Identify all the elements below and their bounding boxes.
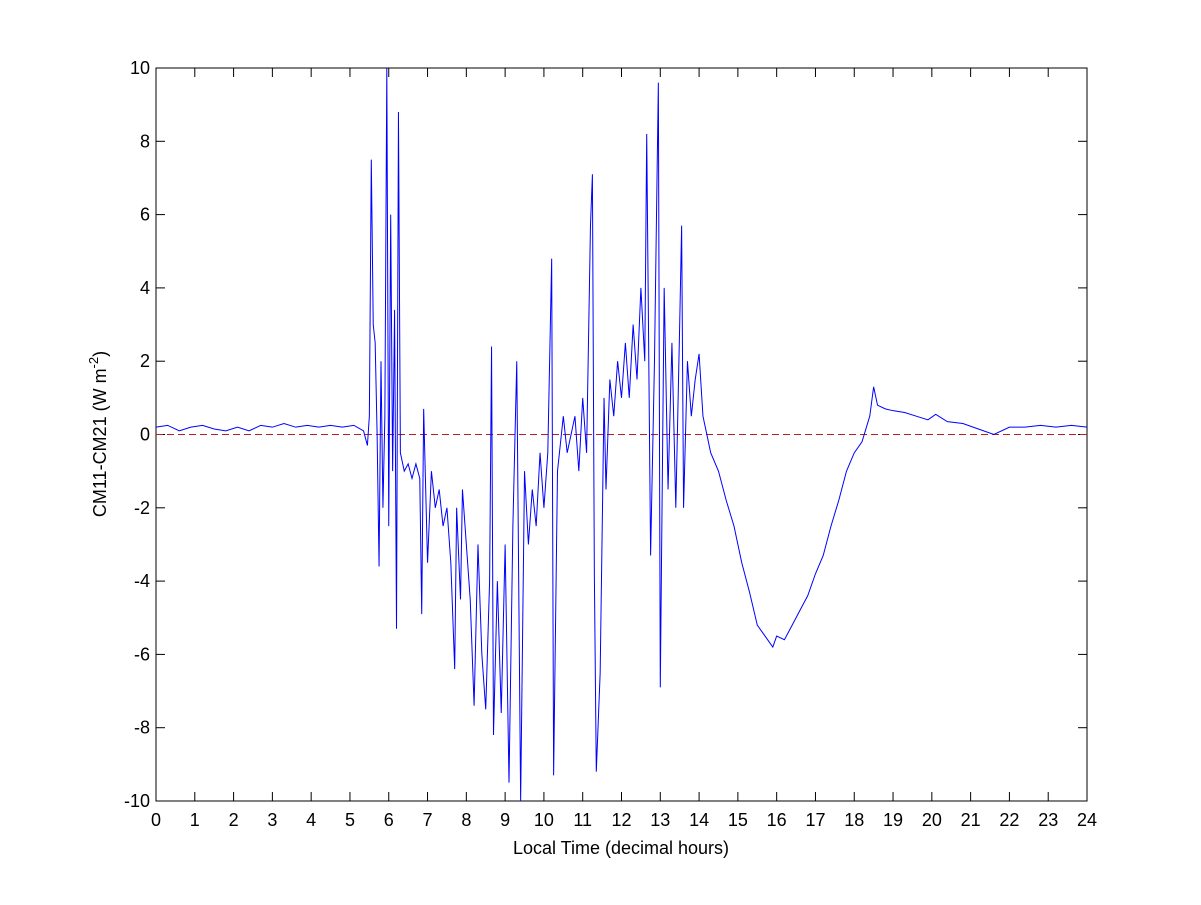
x-tick-label: 16 [767, 810, 787, 830]
y-tick-label: -6 [134, 644, 150, 664]
y-label-text: CM11-CM21 (W m [90, 368, 110, 517]
x-tick-label: 14 [689, 810, 709, 830]
y-tick-label: -4 [134, 571, 150, 591]
x-tick-label: 0 [151, 810, 161, 830]
x-tick-label: 7 [423, 810, 433, 830]
x-tick-label: 19 [883, 810, 903, 830]
x-tick-label: 15 [728, 810, 748, 830]
x-tick-label: 13 [650, 810, 670, 830]
y-axis-label: CM11-CM21 (W m-2) [86, 351, 110, 517]
y-label-end: ) [90, 351, 110, 357]
y-tick-label: 6 [140, 205, 150, 225]
x-tick-label: 3 [267, 810, 277, 830]
x-tick-label: 12 [611, 810, 631, 830]
x-tick-label: 11 [573, 810, 592, 830]
x-tick-label: 9 [500, 810, 510, 830]
x-tick-label: 8 [461, 810, 471, 830]
x-tick-label: 2 [229, 810, 239, 830]
x-tick-label: 22 [999, 810, 1019, 830]
y-tick-label: -10 [124, 791, 150, 811]
y-tick-label: 2 [140, 351, 150, 371]
y-tick-label: 4 [140, 278, 150, 298]
y-label-sup: -2 [86, 357, 101, 369]
x-tick-label: 1 [190, 810, 200, 830]
x-tick-label: 17 [805, 810, 825, 830]
x-axis-label: Local Time (decimal hours) [513, 838, 729, 858]
y-tick-label: 10 [130, 58, 150, 78]
x-tick-label: 18 [844, 810, 864, 830]
x-tick-label: 21 [961, 810, 981, 830]
x-tick-label: 20 [922, 810, 942, 830]
x-tick-label: 6 [384, 810, 394, 830]
x-tick-label: 5 [345, 810, 355, 830]
series-line [155, 67, 1088, 802]
x-tick-label: 4 [306, 810, 316, 830]
x-tick-label: 24 [1077, 810, 1097, 830]
x-tick-label: 23 [1038, 810, 1058, 830]
y-tick-label: -2 [134, 498, 150, 518]
y-tick-label: 0 [140, 425, 150, 445]
y-tick-label: -8 [134, 718, 150, 738]
y-tick-label: 8 [140, 131, 150, 151]
x-tick-label: 10 [534, 810, 554, 830]
